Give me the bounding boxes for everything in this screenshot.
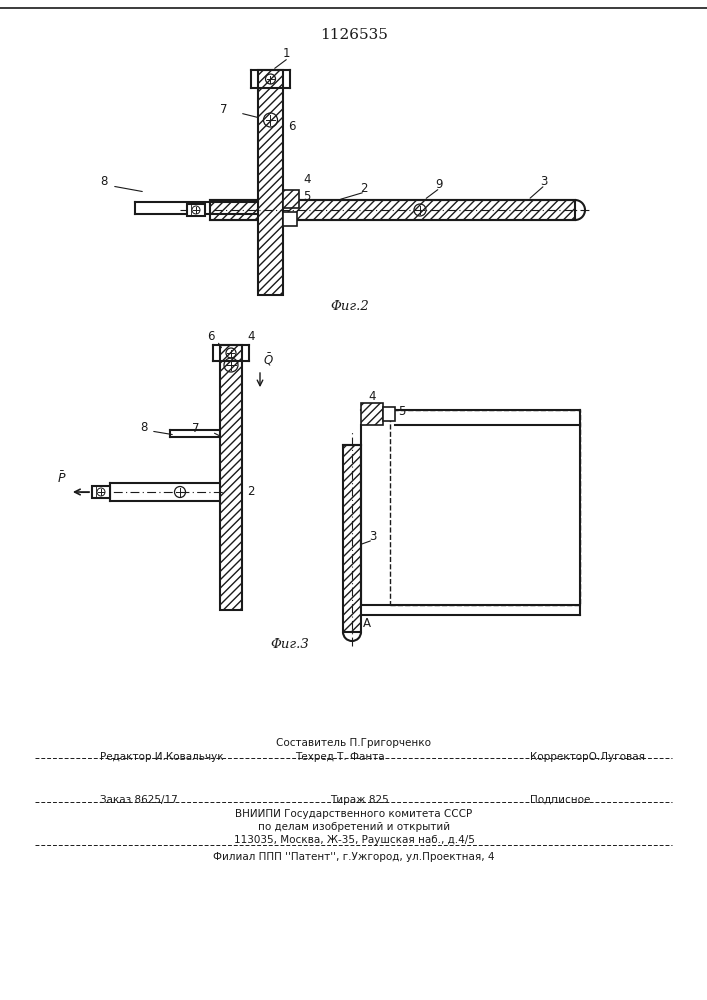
Text: 3: 3 [369,530,376,543]
Text: 5: 5 [303,190,310,203]
Text: Тираж 825: Тираж 825 [330,795,389,805]
Bar [361,403,383,425]
Text: 4: 4 [368,390,375,403]
Text: 5: 5 [398,405,405,418]
Text: 9: 9 [435,178,443,191]
Text: Φиг.2: Φиг.2 [331,300,369,313]
Text: Подписное: Подписное [530,795,590,805]
Bar [383,407,395,421]
Text: $\bar{Q}$: $\bar{Q}$ [263,352,274,368]
Text: КорректорО.Луговая: КорректорО.Луговая [530,752,645,762]
Text: 1126535: 1126535 [320,28,388,42]
Bar [390,410,580,605]
Text: 8: 8 [141,421,148,434]
Text: 7: 7 [192,422,200,435]
Text: 8: 8 [100,175,108,188]
Text: Техред Т. Фанта: Техред Т. Фанта [295,752,385,762]
Text: 113035, Москва, Ж-35, Раушская наб., д.4/5: 113035, Москва, Ж-35, Раушская наб., д.4… [233,835,474,845]
Text: ВНИИПИ Государственного комитета СССР: ВНИИПИ Государственного комитета СССР [235,809,472,819]
Text: 4: 4 [247,330,255,343]
Text: 7: 7 [221,103,228,116]
Text: 2: 2 [360,182,368,195]
Text: $\bar{P}$: $\bar{P}$ [57,470,67,486]
Text: 2: 2 [247,485,255,498]
Text: Редактор И.Ковальчук: Редактор И.Ковальчук [100,752,223,762]
Text: Φиг.3: Φиг.3 [271,638,310,651]
Text: A: A [363,617,371,630]
Bar [343,445,361,632]
Text: 3: 3 [540,175,547,188]
Bar [283,190,299,208]
Text: Филиал ППП ''Патент'', г.Ужгород, ул.Проектная, 4: Филиал ППП ''Патент'', г.Ужгород, ул.Про… [214,852,495,862]
Bar [210,200,575,220]
Bar [187,204,205,216]
Text: 4: 4 [303,173,310,186]
Text: 6: 6 [207,330,215,343]
Bar [92,486,110,498]
Text: 1: 1 [283,47,290,60]
Text: Составитель П.Григорченко: Составитель П.Григорченко [276,738,431,748]
Text: 6: 6 [288,120,296,133]
Bar [258,70,283,295]
Bar [283,212,297,226]
Bar [220,345,242,610]
Text: Заказ 8625/17: Заказ 8625/17 [100,795,177,805]
Text: по делам изобретений и открытий: по делам изобретений и открытий [258,822,450,832]
